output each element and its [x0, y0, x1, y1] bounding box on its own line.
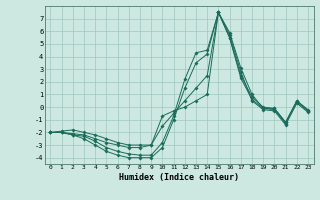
X-axis label: Humidex (Indice chaleur): Humidex (Indice chaleur) [119, 173, 239, 182]
